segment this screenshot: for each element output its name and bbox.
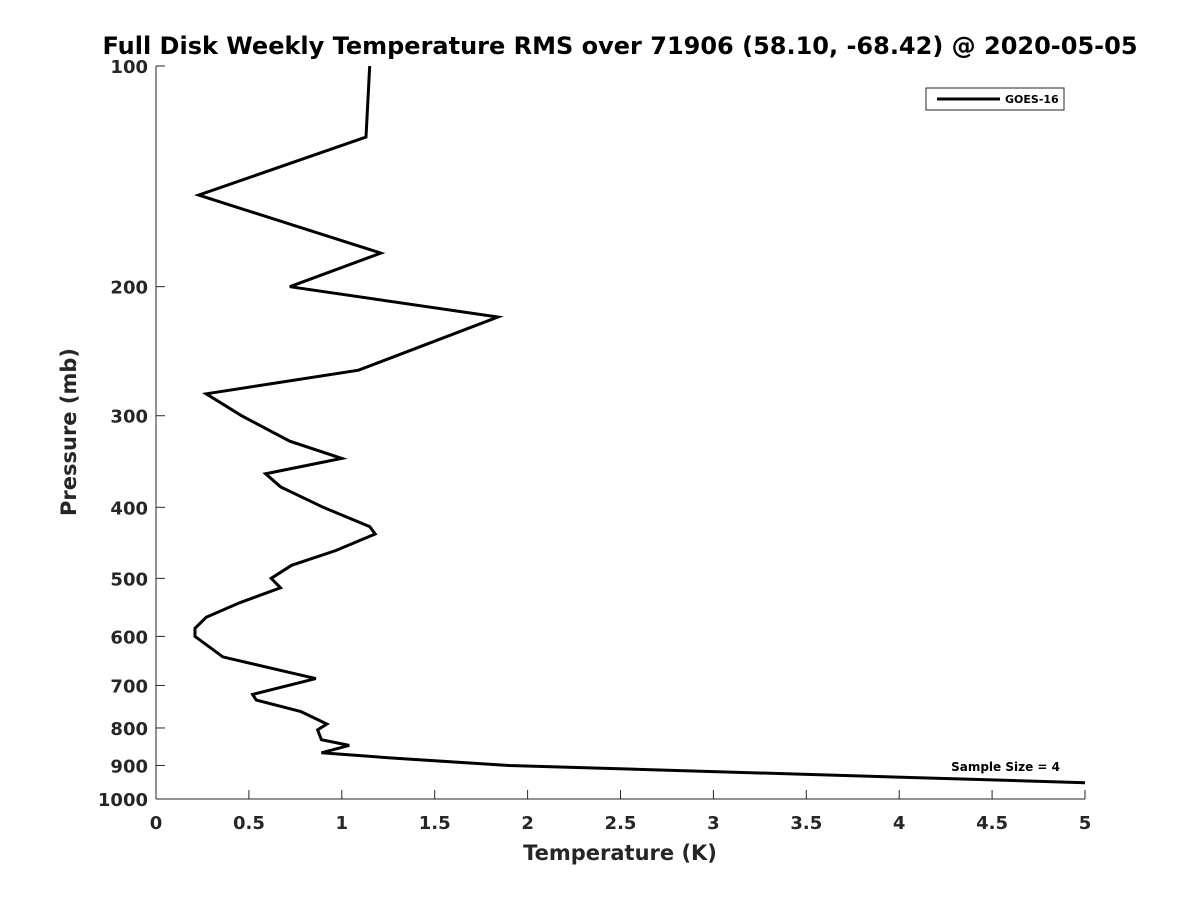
x-tick-label: 5 <box>1079 813 1092 834</box>
y-tick-label: 900 <box>110 756 148 777</box>
x-tick-label: 1 <box>336 813 349 834</box>
x-tick-label: 0.5 <box>233 813 265 834</box>
x-tick-label: 2 <box>521 813 534 834</box>
y-tick-label: 600 <box>110 627 148 648</box>
x-axis-ticks: 0 0.5 1 1.5 2 2.5 3 3.5 4 4.5 5 <box>150 790 1092 834</box>
chart-title: Full Disk Weekly Temperature RMS over 71… <box>102 32 1137 60</box>
y-axis-ticks: 100 200 300 400 500 600 700 800 900 1000 <box>98 57 165 811</box>
x-tick-label: 4.5 <box>976 813 1008 834</box>
y-tick-label: 400 <box>110 498 148 519</box>
x-tick-label: 3.5 <box>790 813 822 834</box>
y-tick-label: 100 <box>110 57 148 78</box>
y-tick-label: 700 <box>110 676 148 697</box>
x-axis-label: Temperature (K) <box>523 841 717 865</box>
y-tick-label: 800 <box>110 719 148 740</box>
plot-area <box>156 66 1085 799</box>
series-line-goes-16 <box>193 65 1086 785</box>
legend-entry-goes-16: GOES-16 <box>1005 93 1059 106</box>
y-tick-label: 500 <box>110 569 148 590</box>
x-tick-label: 1.5 <box>419 813 451 834</box>
sample-size-annotation: Sample Size = 4 <box>951 760 1060 774</box>
y-tick-label: 300 <box>110 407 148 428</box>
x-tick-label: 4 <box>893 813 906 834</box>
y-tick-label: 1000 <box>98 790 148 811</box>
y-axis-label: Pressure (mb) <box>57 348 81 516</box>
x-tick-label: 2.5 <box>605 813 637 834</box>
y-tick-label: 200 <box>110 278 148 299</box>
legend: GOES-16 <box>925 87 1065 111</box>
x-tick-label: 0 <box>150 813 163 834</box>
x-tick-label: 3 <box>707 813 720 834</box>
